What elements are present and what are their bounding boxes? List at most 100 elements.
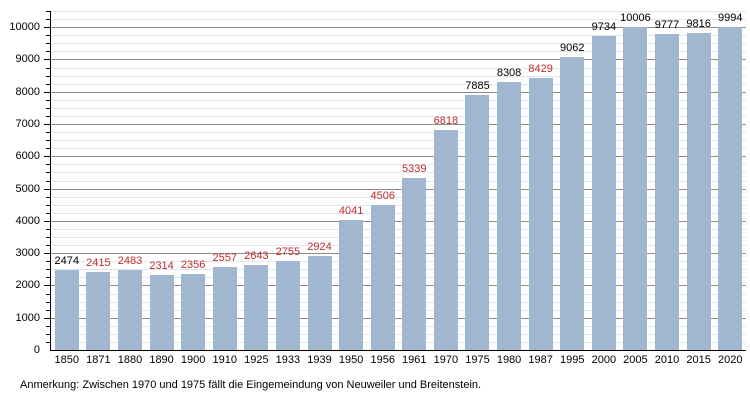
y-axis-tick [46, 140, 50, 141]
bar [718, 27, 743, 350]
gridline-minor [51, 334, 746, 335]
bar [181, 274, 206, 350]
bar [433, 130, 458, 350]
bar [686, 33, 711, 350]
y-axis-tick [44, 156, 50, 157]
bar-value-label: 8308 [496, 67, 522, 79]
y-axis-tick [46, 132, 50, 133]
bar [560, 57, 585, 350]
gridline-minor [51, 172, 746, 173]
gridline-major [51, 318, 746, 319]
y-axis-tick [44, 318, 50, 319]
y-axis-tick [46, 213, 50, 214]
y-axis-tick [46, 237, 50, 238]
bar [307, 256, 332, 350]
y-axis-tick-label: 3000 [15, 247, 40, 260]
bar-value-label: 2557 [212, 252, 237, 264]
bar [212, 267, 237, 350]
gridline-minor [51, 84, 746, 85]
y-axis-tick [44, 27, 50, 28]
gridline-minor [51, 261, 746, 262]
y-axis-tick-label: 2000 [15, 279, 40, 292]
bar [465, 95, 490, 350]
gridline-minor [51, 148, 746, 149]
bar-value-label: 4041 [338, 205, 364, 217]
y-axis-tick [46, 277, 50, 278]
bar [623, 27, 648, 350]
y-axis-tick [46, 148, 50, 149]
y-axis-tick [46, 68, 50, 69]
bar-value-label: 9994 [717, 12, 743, 24]
bar-value-label: 2755 [275, 246, 301, 258]
bar-value-label: 2924 [307, 241, 332, 253]
y-axis-tick-label: 6000 [15, 150, 40, 163]
y-axis-tick [46, 181, 50, 182]
gridline-minor [51, 310, 746, 311]
x-axis-tick-label: 1880 [117, 354, 143, 366]
y-axis-tick [46, 164, 50, 165]
bar-value-label: 9816 [686, 18, 711, 30]
gridline-major [51, 285, 746, 286]
x-axis-tick-label: 1980 [496, 354, 522, 366]
x-axis-tick-label: 1910 [212, 354, 237, 366]
y-axis-tick [46, 261, 50, 262]
y-axis-tick [46, 76, 50, 77]
gridline-minor [51, 35, 746, 36]
bar [591, 36, 616, 350]
bar-value-label: 9734 [591, 21, 617, 33]
gridline-minor [51, 205, 746, 206]
y-axis-tick [44, 221, 50, 222]
x-axis-tick-label: 1925 [244, 354, 269, 366]
gridline-minor [51, 76, 746, 77]
gridline-minor [51, 245, 746, 246]
gridline-minor [51, 19, 746, 20]
x-axis-tick-label: 1961 [402, 354, 427, 366]
y-axis-tick [44, 189, 50, 190]
gridline-minor [51, 277, 746, 278]
y-axis-tick [46, 205, 50, 206]
x-axis-tick-label: 1950 [338, 354, 364, 366]
gridline-minor [51, 213, 746, 214]
gridline-major [51, 189, 746, 190]
y-axis-tick [46, 342, 50, 343]
bar [275, 261, 300, 350]
y-axis-tick [46, 19, 50, 20]
bar-value-label: 8429 [528, 63, 553, 75]
y-axis-tick [46, 100, 50, 101]
y-axis-tick-label: 1000 [15, 311, 40, 324]
gridline-major [51, 27, 746, 28]
y-axis-tick-label: 4000 [15, 214, 40, 227]
bar [244, 265, 269, 350]
bar [402, 178, 427, 350]
bar-value-label: 7885 [465, 80, 490, 92]
y-axis-tick [46, 43, 50, 44]
gridline-minor [51, 269, 746, 270]
y-axis-tick-label: 9000 [15, 53, 40, 66]
y-axis-tick [46, 108, 50, 109]
x-axis-tick-label: 2005 [623, 354, 648, 366]
bar-value-label: 2314 [149, 260, 174, 272]
x-axis-tick-label: 1900 [180, 354, 206, 366]
y-axis-tick [46, 269, 50, 270]
gridline-minor [51, 197, 746, 198]
y-axis-tick [46, 245, 50, 246]
bar [149, 275, 174, 350]
bar [54, 270, 79, 350]
bar-value-label: 9777 [654, 19, 680, 31]
y-axis-tick [46, 294, 50, 295]
x-axis-tick-label: 2020 [717, 354, 743, 366]
bar [528, 78, 553, 350]
y-axis-tick [44, 92, 50, 93]
gridline-minor [51, 100, 746, 101]
bar-value-label: 2474 [54, 255, 80, 267]
x-axis-tick-label: 1871 [86, 354, 111, 366]
y-axis-tick [46, 310, 50, 311]
gridline-minor [51, 237, 746, 238]
x-axis-tick-label: 1890 [149, 354, 174, 366]
chart-footnote: Anmerkung: Zwischen 1970 und 1975 fällt … [20, 379, 482, 391]
y-axis-tick-label: 10000 [9, 21, 40, 34]
x-axis-tick-label: 1933 [275, 354, 301, 366]
plot-area: 2474 1850 2415 1871 2483 1880 2314 1890 2356 1900… [44, 11, 746, 366]
gridline-minor [51, 132, 746, 133]
